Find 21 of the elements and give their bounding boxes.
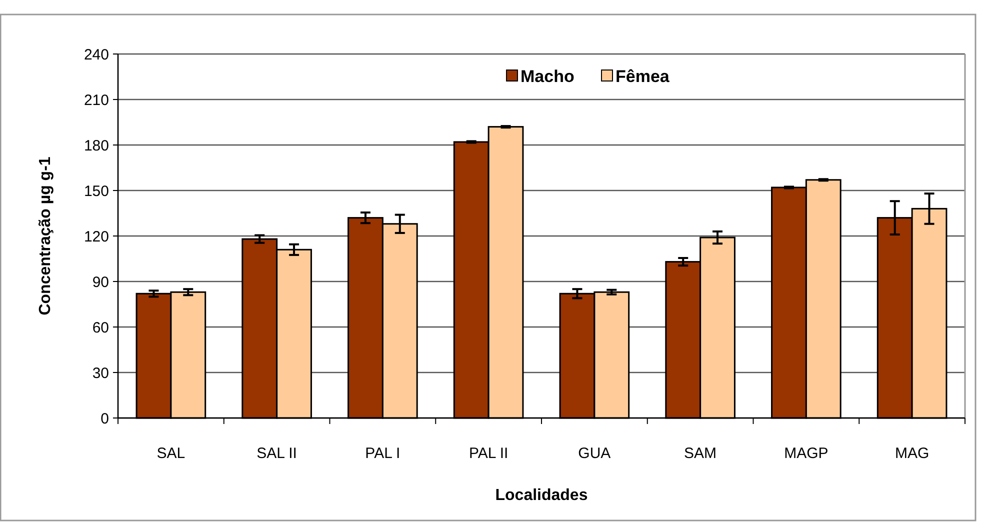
x-tick-label: MAG bbox=[894, 445, 930, 462]
y-tick-label: 60 bbox=[92, 319, 109, 336]
x-tick-label: SAM bbox=[684, 445, 717, 462]
x-tick-label: SAL bbox=[156, 445, 186, 462]
x-axis-title: Localidades bbox=[495, 487, 588, 504]
y-tick-label: 150 bbox=[84, 182, 109, 200]
y-axis-title: Concentração µg g-1 bbox=[37, 156, 54, 316]
y-tick-label: 90 bbox=[92, 274, 109, 291]
x-tick-label: PAL II bbox=[468, 445, 508, 462]
x-tick-label: MAGP bbox=[784, 445, 828, 462]
x-tick-label: PAL I bbox=[365, 445, 400, 462]
x-tick-label: SAL II bbox=[256, 445, 297, 462]
x-tick-label: GUA bbox=[578, 445, 611, 462]
y-tick-label: 180 bbox=[84, 137, 109, 154]
y-tick-label: 0 bbox=[100, 410, 109, 428]
y-tick-label: 240 bbox=[84, 46, 109, 64]
y-tick-label: 30 bbox=[92, 364, 109, 382]
y-tick-label: 210 bbox=[84, 92, 109, 109]
y-tick-label: 120 bbox=[84, 228, 109, 246]
legend-label: Fêmea bbox=[616, 66, 670, 86]
legend-label: Macho bbox=[520, 66, 574, 86]
